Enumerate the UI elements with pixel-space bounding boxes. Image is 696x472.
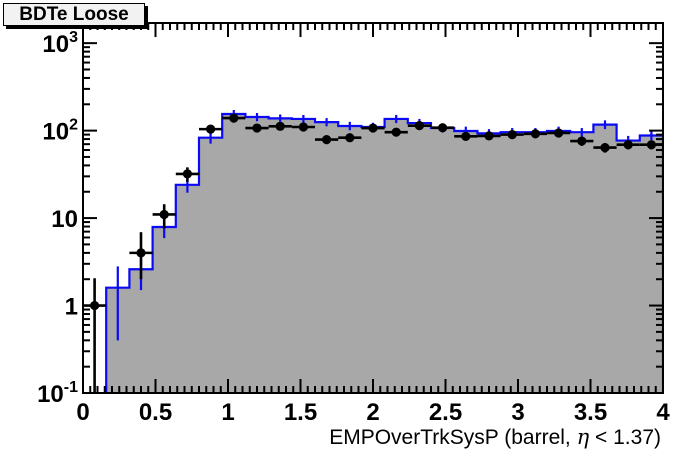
data-marker bbox=[646, 140, 657, 150]
data-marker bbox=[577, 136, 587, 146]
data-marker bbox=[507, 130, 517, 140]
plot-title: BDTe Loose bbox=[19, 3, 129, 25]
data-marker bbox=[298, 122, 308, 132]
data-marker bbox=[275, 121, 285, 131]
x-tick-label: 1.5 bbox=[284, 399, 317, 426]
title-box: BDTe Loose bbox=[3, 3, 145, 26]
y-tick-label: 10 bbox=[51, 206, 78, 233]
mc-histogram bbox=[83, 110, 663, 393]
x-axis-title: EMPOverTrkSysP (barrel, η < 1.37) bbox=[329, 425, 661, 449]
data-marker bbox=[159, 209, 169, 220]
x-tick-label: 2.5 bbox=[429, 399, 462, 426]
y-tick-label: 1 bbox=[65, 294, 78, 321]
y-axis: 10-1 1 10 102 103 bbox=[37, 29, 663, 408]
data-marker bbox=[391, 127, 401, 137]
x-tick-label: 3 bbox=[511, 399, 524, 426]
y-tick-label: 103 bbox=[42, 29, 78, 58]
x-tick-label: 3.5 bbox=[574, 399, 607, 426]
data-marker bbox=[252, 123, 262, 133]
data-marker bbox=[484, 131, 494, 141]
data-marker bbox=[136, 248, 146, 258]
x-tick-label: 1 bbox=[221, 399, 234, 426]
y-tick-label: 10-1 bbox=[37, 379, 78, 408]
x-tick-label: 0.5 bbox=[139, 399, 172, 426]
x-tick-label: 4 bbox=[656, 399, 670, 426]
data-marker bbox=[345, 133, 355, 143]
data-marker bbox=[322, 134, 332, 145]
data-marker bbox=[229, 113, 239, 123]
data-marker bbox=[554, 128, 564, 138]
data-marker bbox=[438, 123, 448, 133]
data-marker bbox=[600, 142, 610, 153]
data-marker bbox=[368, 123, 378, 133]
data-marker bbox=[182, 169, 192, 179]
data-marker bbox=[414, 121, 424, 131]
data-marker bbox=[206, 124, 216, 134]
x-tick-label: 2 bbox=[366, 399, 379, 426]
y-tick-label: 102 bbox=[42, 117, 78, 146]
data-marker bbox=[623, 140, 633, 150]
x-tick-label: 0 bbox=[76, 399, 89, 426]
data-marker bbox=[461, 131, 471, 141]
data-marker bbox=[530, 129, 541, 139]
